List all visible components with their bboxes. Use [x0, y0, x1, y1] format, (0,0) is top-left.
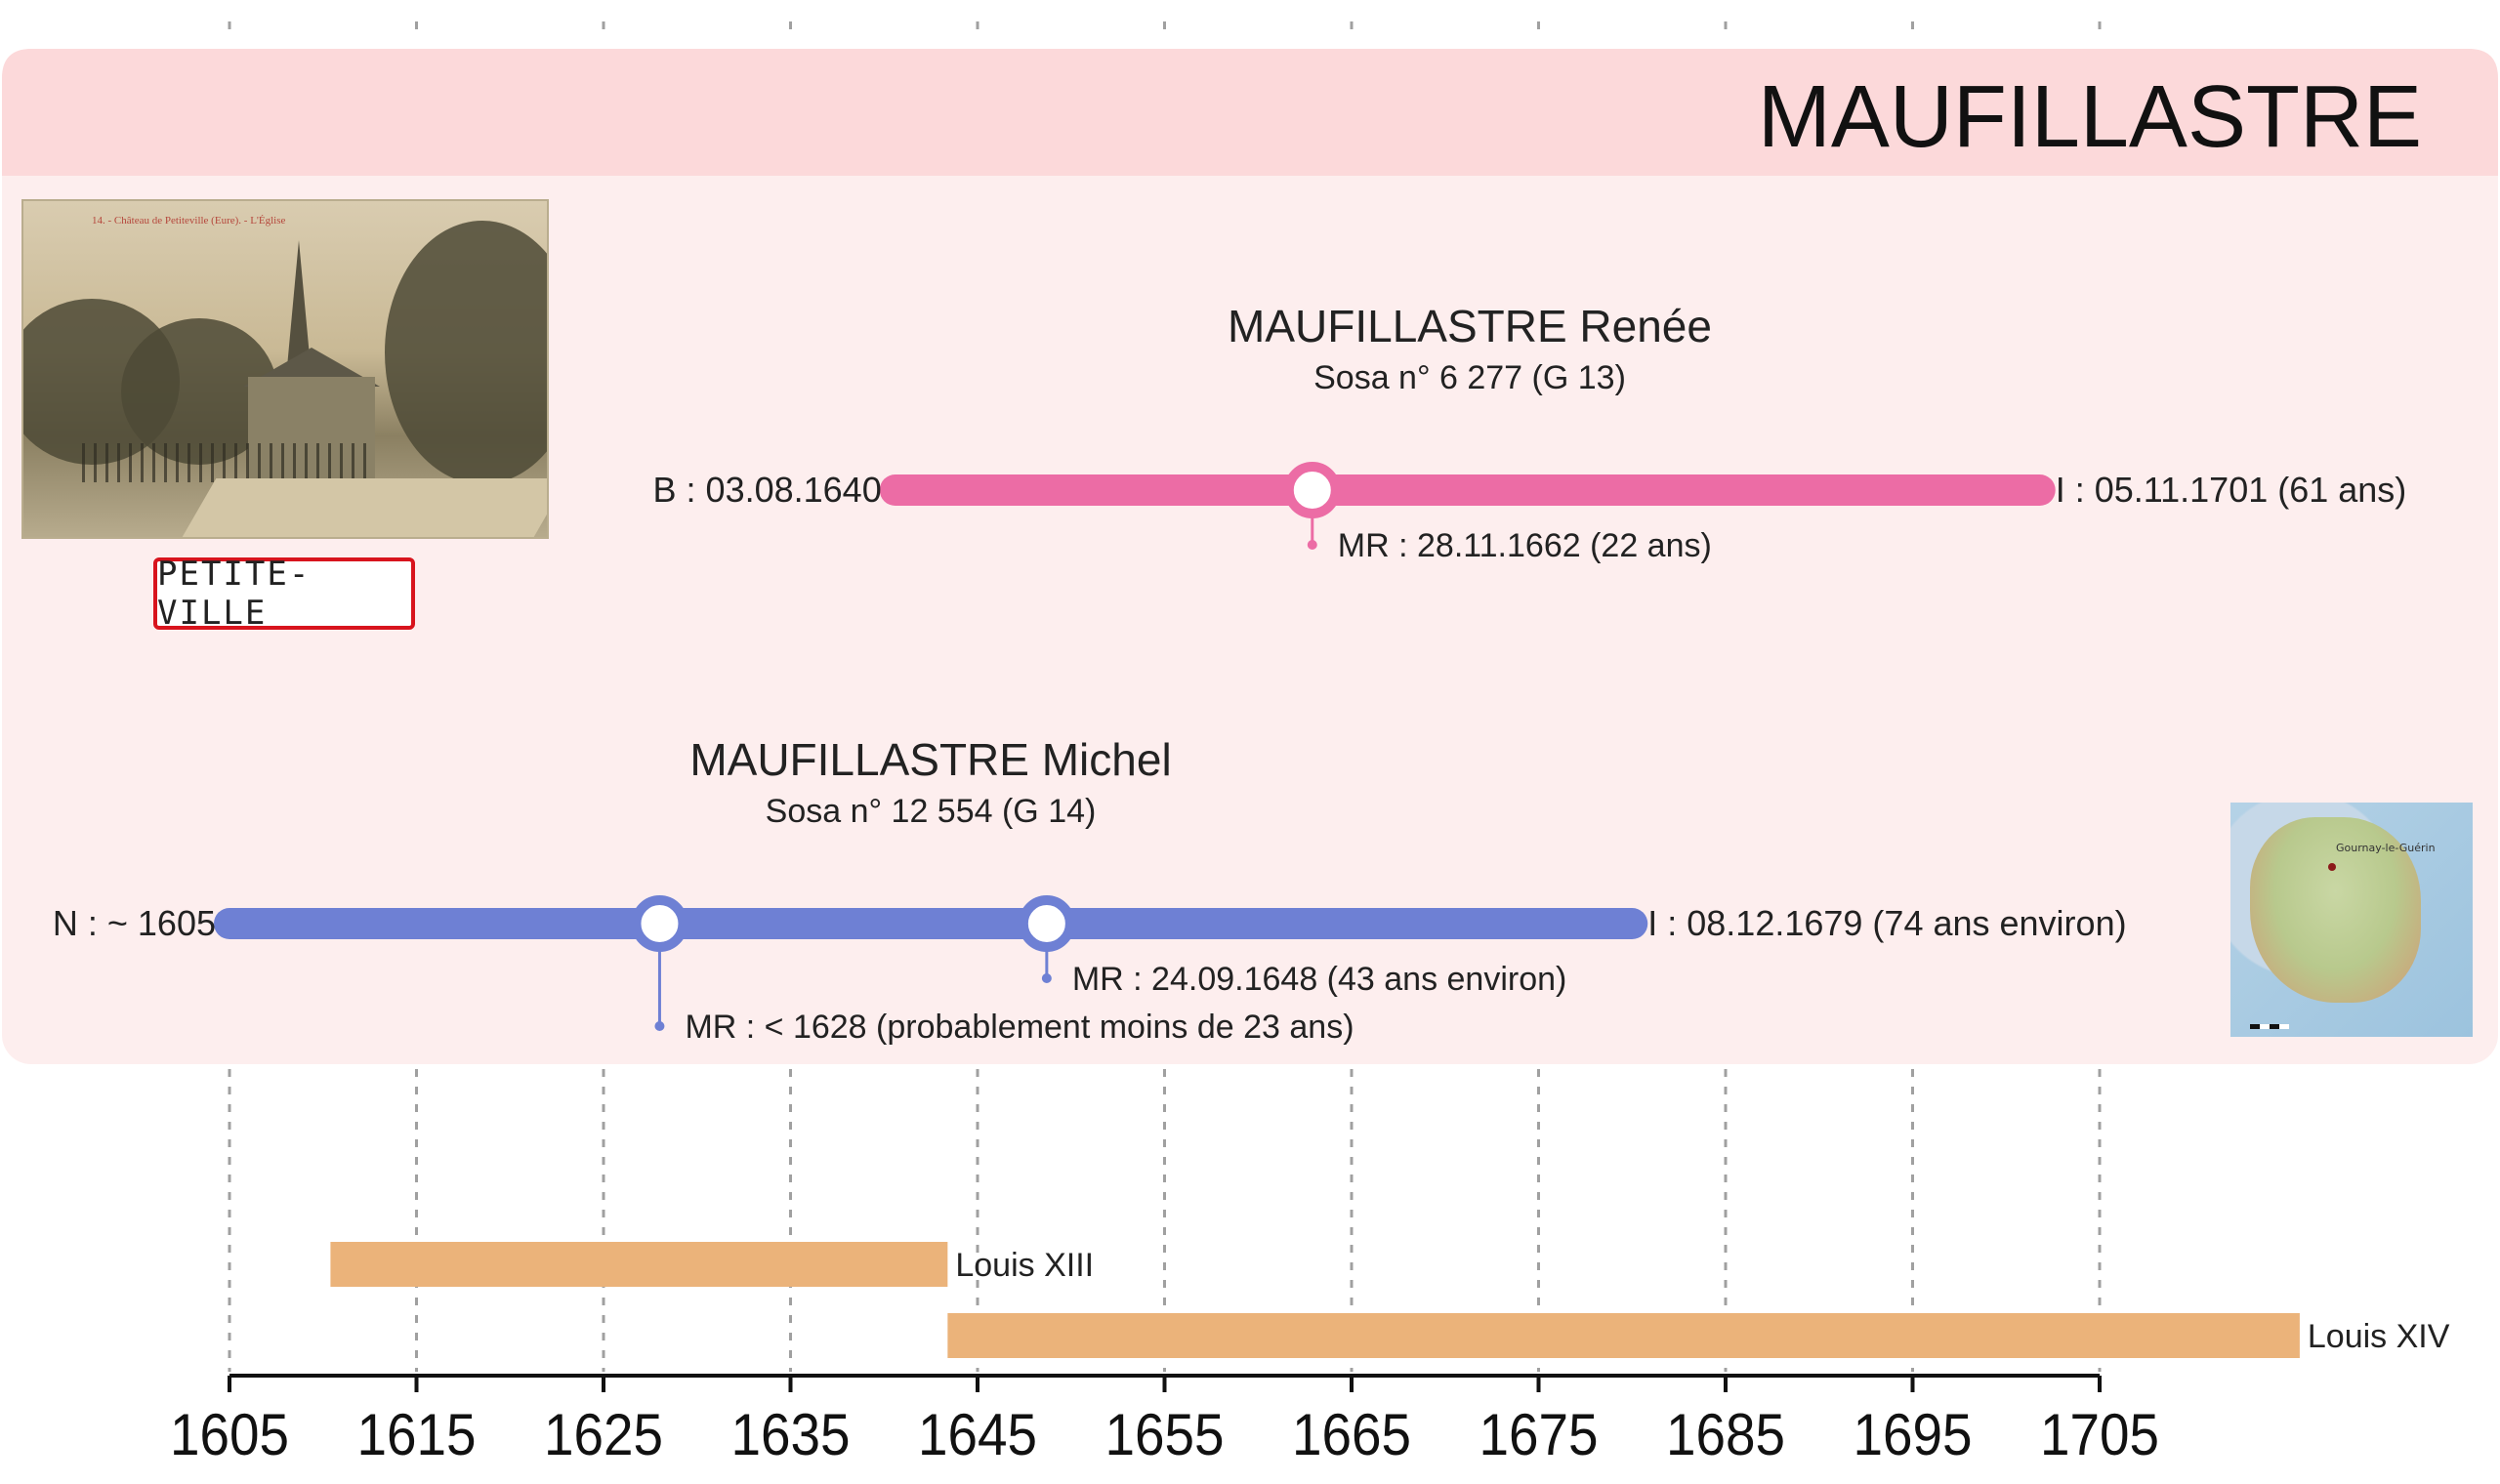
event-marker [1283, 462, 1341, 518]
axis-tick-label: 1665 [1292, 1402, 1411, 1467]
photo-caption: 14. - Château de Petiteville (Eure). - L… [92, 215, 286, 227]
location-map: Gournay-le-Guérin [2230, 803, 2473, 1037]
person-lifelines: MAUFILLASTRE Renée Sosa n° 6 277 (G 13) B … [53, 301, 2406, 1046]
person-2: MAUFILLASTRE Michel Sosa n° 12 554 (G 14)… [53, 734, 2127, 1046]
person-sosa: Sosa n° 6 277 (G 13) [1313, 359, 1626, 396]
event-dot [1307, 540, 1317, 550]
person-sosa: Sosa n° 12 554 (G 14) [766, 793, 1097, 830]
event-label: MR : < 1628 (probablement moins de 23 an… [685, 1009, 1354, 1046]
reign-label: Louis XIII [955, 1247, 1094, 1284]
event-label: MR : 28.11.1662 (22 ans) [1338, 527, 1712, 564]
reign-bar [330, 1242, 948, 1287]
axis-tick-label: 1625 [544, 1402, 663, 1467]
event-dot [1041, 973, 1052, 983]
fence [82, 443, 375, 482]
tree-right [385, 221, 547, 484]
start-label: N : ~ 1605 [53, 903, 216, 943]
person-name: MAUFILLASTRE Renée [1228, 301, 1712, 351]
axis-tick-label: 1605 [170, 1402, 289, 1467]
panel-background [2, 49, 2498, 1064]
axis-tick-label: 1615 [357, 1402, 477, 1467]
axis-tick-label: 1695 [1854, 1402, 1973, 1467]
map-scale [2250, 1024, 2289, 1029]
reign-label: Louis XIV [2308, 1318, 2450, 1355]
map-land [2250, 817, 2421, 1003]
church-spire [287, 240, 311, 367]
map-pin-icon [2328, 863, 2336, 871]
axis-tick-label: 1645 [918, 1402, 1037, 1467]
axis-tick-label: 1705 [2040, 1402, 2159, 1467]
axis-tick-label: 1685 [1666, 1402, 1785, 1467]
reign-bars: Louis XIII Louis XIV [330, 1242, 2450, 1358]
map-label: Gournay-le-Guérin [2336, 842, 2436, 854]
x-axis: 1605 1615 1625 1635 1645 1655 1665 1675 1685 1695… [170, 1374, 2159, 1467]
person-name: MAUFILLASTRE Michel [689, 734, 1171, 785]
title-banner [2, 49, 2498, 176]
event-marker [1018, 895, 1075, 952]
event-label: MR : 24.09.1648 (43 ans environ) [1072, 961, 1567, 998]
axis-tick-label: 1675 [1479, 1402, 1599, 1467]
end-label: I : 05.11.1701 (61 ans) [2056, 470, 2407, 510]
road [182, 478, 547, 537]
person-1: MAUFILLASTRE Renée Sosa n° 6 277 (G 13) B … [653, 301, 2407, 564]
grid-top-segment [228, 21, 2102, 31]
end-label: I : 08.12.1679 (74 ans environ) [1647, 903, 2126, 943]
reign-bar [947, 1313, 2300, 1358]
place-sign: PETITE-VILLE [153, 555, 415, 633]
axis-tick-label: 1655 [1105, 1402, 1225, 1467]
church-photo: 14. - Château de Petiteville (Eure). - L… [21, 199, 549, 539]
start-label: B : 03.08.1640 [653, 470, 882, 510]
event-dot [654, 1021, 665, 1031]
event-marker [631, 895, 688, 952]
axis-tick-label: 1635 [731, 1402, 851, 1467]
family-title: MAUFILLASTRE [1758, 68, 2422, 166]
